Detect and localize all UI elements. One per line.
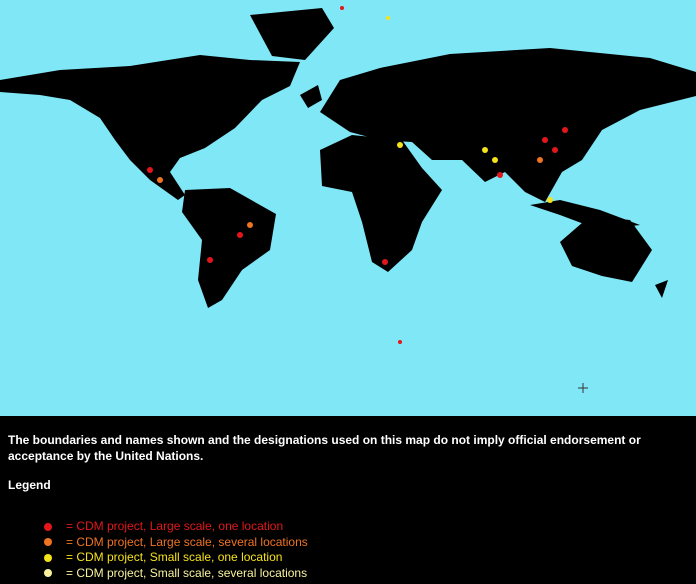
dot [382, 259, 388, 265]
land [0, 8, 696, 308]
dot [398, 340, 402, 344]
dot [397, 142, 403, 148]
legend-title: Legend [8, 478, 51, 492]
legend-dot [44, 553, 52, 562]
legend-item: = CDM project, Large scale, several loca… [44, 535, 308, 550]
dot [482, 147, 488, 153]
dot [157, 177, 163, 183]
dot [237, 232, 243, 238]
legend-label: = CDM project, Small scale, one location [66, 550, 283, 564]
legend-item: = CDM project, Small scale, one location [44, 550, 282, 565]
legend-dot [44, 538, 52, 547]
legend-item: = CDM project, Small scale, several loca… [44, 566, 307, 581]
dot [552, 147, 558, 153]
info-panel: The boundaries and names shown and the d… [0, 416, 696, 584]
legend-dot [44, 569, 52, 578]
dot [247, 222, 253, 228]
dot [207, 257, 213, 263]
legend-item: = CDM project, Large scale, one location [44, 519, 283, 534]
dot [497, 172, 503, 178]
cursor-cross [578, 383, 588, 393]
dot [562, 127, 568, 133]
dot [537, 157, 543, 163]
project-dots [147, 6, 568, 344]
dot [542, 137, 548, 143]
world-map [0, 0, 696, 416]
dot [547, 197, 553, 203]
disclaimer: The boundaries and names shown and the d… [8, 433, 641, 463]
legend-label: = CDM project, Small scale, several loca… [66, 565, 308, 580]
dot [340, 6, 344, 10]
legend-dot [44, 522, 52, 531]
legend-label: = CDM project, Large scale, one location [66, 519, 284, 533]
legend-label: = CDM project, Large scale, several loca… [66, 534, 308, 549]
dot [147, 167, 153, 173]
dot [492, 157, 498, 163]
dot [386, 16, 390, 20]
